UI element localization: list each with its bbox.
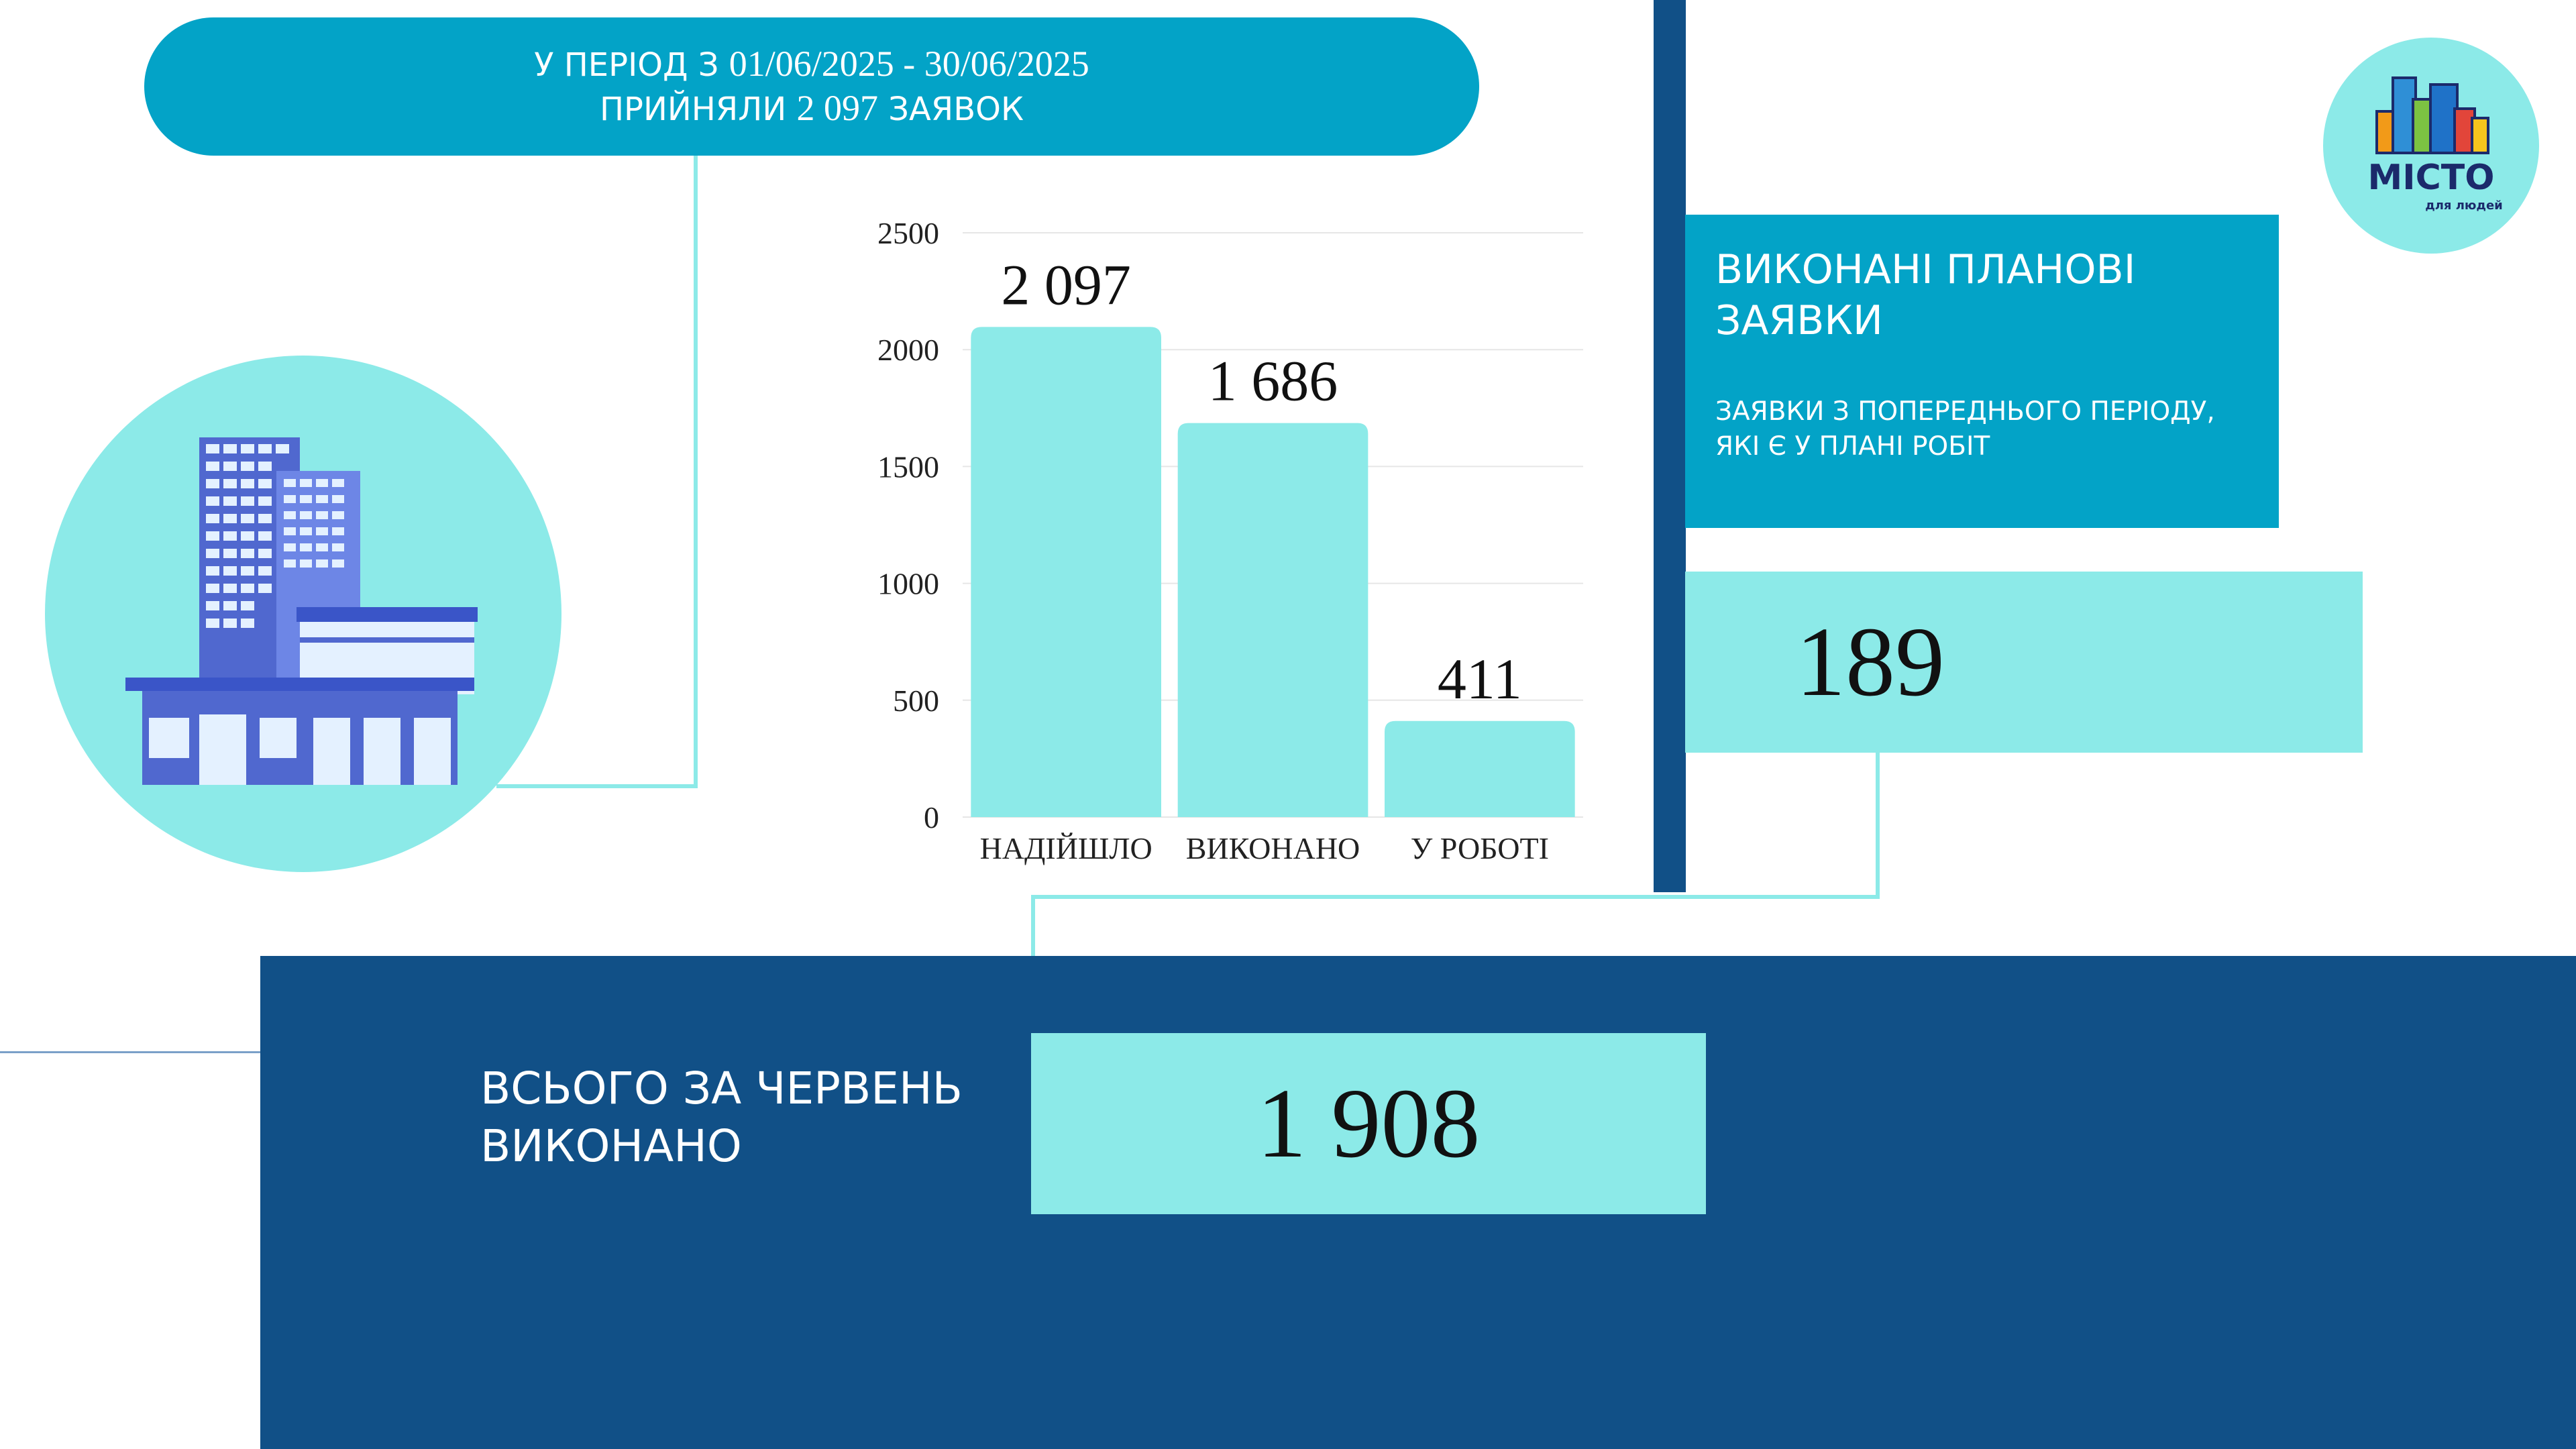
planned-requests-subtitle: ЗАЯВКИ З ПОПЕРЕДНЬОГО ПЕРІОДУ, ЯКІ Є У П…	[1715, 396, 2215, 462]
y-tick-label: 2500	[877, 216, 939, 250]
x-tick-label: НАДІЙШЛО	[980, 831, 1152, 865]
x-tick-label: У РОБОТІ	[1411, 831, 1549, 865]
y-tick-label: 1000	[877, 567, 939, 601]
planned-requests-value-box: 189	[1685, 572, 2363, 753]
x-axis-ticks: НАДІЙШЛО ВИКОНАНО У РОБОТІ	[980, 831, 1549, 865]
y-tick-label: 1500	[877, 449, 939, 484]
building-circle	[45, 356, 561, 872]
planned-requests-title: ВИКОНАНІ ПЛАНОВІ ЗАЯВКИ	[1715, 246, 2136, 344]
header-period-dates: 01/06/2025 - 30/06/2025	[729, 44, 1089, 84]
bar-data-labels: 2 097 1 686 411	[1001, 252, 1521, 710]
connector-value-left	[1031, 895, 1880, 899]
total-completed-label: ВСЬОГО ЗА ЧЕРВЕНЬ ВИКОНАНО	[480, 1063, 963, 1172]
left-rule	[0, 1051, 260, 1053]
chart-bars	[971, 327, 1575, 817]
logo-wordmark: МІСТО	[2368, 158, 2495, 198]
bar-data-label: 1 686	[1208, 349, 1338, 413]
header-line-2: ПРИЙНЯЛИ 2 097 ЗАЯВОК	[600, 87, 1024, 131]
bar-data-label: 411	[1438, 647, 1522, 711]
y-tick-label: 2000	[877, 333, 939, 367]
header-period-prefix: У ПЕРІОД З	[534, 46, 719, 84]
header-received-prefix: ПРИЙНЯЛИ	[599, 91, 787, 128]
y-tick-label: 0	[924, 800, 939, 835]
header-line-1: У ПЕРІОД З 01/06/2025 - 30/06/2025	[534, 42, 1089, 87]
bar-data-label: 2 097	[1001, 252, 1131, 317]
x-tick-label: ВИКОНАНО	[1186, 831, 1360, 865]
total-completed-value: 1 908	[1256, 1069, 1481, 1179]
city-logo-icon: МІСТО для людей	[2368, 76, 2503, 213]
planned-requests-value: 189	[1796, 607, 1945, 717]
connector-pill-left	[496, 784, 698, 788]
total-completed-box: 1 908	[1031, 1033, 1706, 1214]
header-pill: У ПЕРІОД З 01/06/2025 - 30/06/2025 ПРИЙН…	[144, 17, 1479, 156]
connector-value-down	[1876, 753, 1880, 899]
connector-pill-down	[694, 156, 698, 788]
logo: МІСТО для людей	[2323, 38, 2539, 254]
bar	[1177, 423, 1368, 817]
building-icon	[125, 437, 478, 785]
y-tick-label: 500	[893, 684, 939, 718]
header-received-suffix: ЗАЯВОК	[888, 91, 1024, 128]
logo-tagline: для людей	[2425, 199, 2503, 213]
vertical-divider	[1654, 0, 1686, 892]
header-received-number: 2 097	[796, 88, 879, 128]
bar-chart: 0 500 1000 1500 2000 2500 2 097 1 686 411 НАДІЙ…	[877, 216, 1583, 865]
bar	[1385, 720, 1575, 817]
planned-requests-card: ВИКОНАНІ ПЛАНОВІ ЗАЯВКИ ЗАЯВКИ З ПОПЕРЕД…	[1685, 215, 2279, 528]
bar	[971, 327, 1161, 817]
y-axis-ticks: 0 500 1000 1500 2000 2500	[877, 216, 939, 835]
